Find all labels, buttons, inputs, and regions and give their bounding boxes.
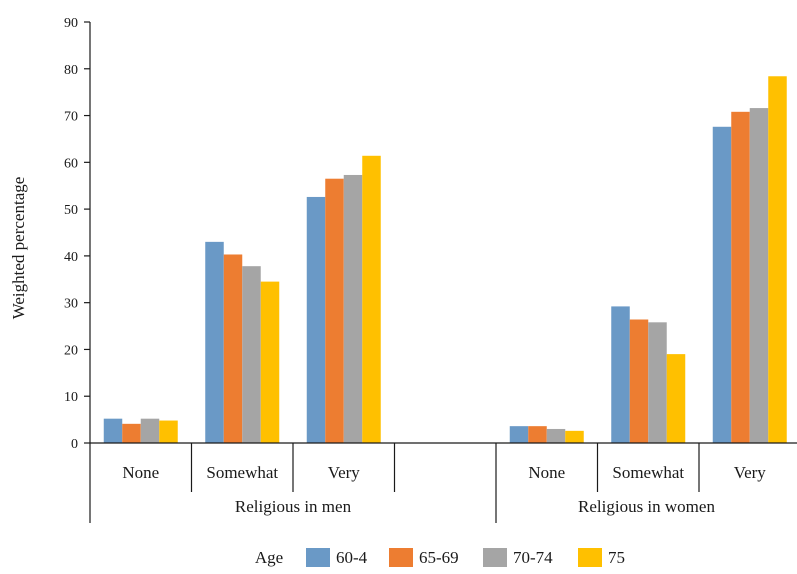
y-tick-label: 80 xyxy=(64,63,78,78)
legend-swatch xyxy=(578,548,602,567)
y-tick-label: 70 xyxy=(64,110,78,125)
y-axis: 0 10 20 30 40 50 60 70 80 90 xyxy=(64,16,91,452)
bar-70-74-very xyxy=(749,108,769,444)
legend-label: 60-4 xyxy=(336,548,368,567)
legend-label: 70-74 xyxy=(513,548,553,567)
bar-60-4-somewhat xyxy=(611,306,630,443)
x-group-label: Religious in women xyxy=(578,497,715,516)
bar-70-74-none xyxy=(546,428,566,443)
x-group-label: Religious in men xyxy=(235,497,352,516)
y-tick-label: 20 xyxy=(64,343,78,358)
y-tick-label: 10 xyxy=(64,390,78,405)
y-tick-label: 60 xyxy=(64,156,78,171)
y-axis-label: Weighted percentage xyxy=(9,177,28,320)
bar-65-69-somewhat xyxy=(629,319,649,443)
x-category-label: None xyxy=(528,463,565,482)
x-category-label: None xyxy=(122,463,159,482)
bar-75-none xyxy=(159,420,178,443)
y-tick-label: 30 xyxy=(64,297,78,312)
bar-65-69-none xyxy=(528,426,547,443)
bar-70-74-somewhat xyxy=(648,322,667,443)
bar-75-very xyxy=(362,155,381,444)
bar-65-69-very xyxy=(325,178,344,443)
x-category-label: Very xyxy=(734,463,767,482)
bar-70-74-somewhat xyxy=(242,266,261,443)
legend-title: Age xyxy=(255,548,283,567)
y-tick-label: 50 xyxy=(64,203,78,218)
bar-60-4-very xyxy=(712,126,732,443)
bar-60-4-somewhat xyxy=(205,241,224,443)
legend-label: 75 xyxy=(608,548,625,567)
legend-label: 65-69 xyxy=(419,548,459,567)
bars xyxy=(103,76,787,444)
y-tick-label: 0 xyxy=(71,437,78,452)
bar-65-69-somewhat xyxy=(223,254,243,443)
legend: Age 60-4 65-69 70-74 75 xyxy=(255,548,625,567)
bar-75-none xyxy=(565,430,584,443)
x-category-label: Somewhat xyxy=(612,463,684,482)
y-tick-label: 40 xyxy=(64,250,78,265)
x-category-label: Somewhat xyxy=(206,463,278,482)
bar-75-very xyxy=(768,76,787,444)
bar-75-somewhat xyxy=(666,354,686,443)
x-axis: None Somewhat Very None Somewhat Very Religiou… xyxy=(89,442,797,523)
legend-swatch xyxy=(306,548,330,567)
x-category-label: Very xyxy=(328,463,361,482)
bar-65-69-very xyxy=(731,111,750,444)
bar-60-4-none xyxy=(103,418,123,443)
legend-swatch xyxy=(389,548,413,567)
bar-70-74-very xyxy=(343,174,363,444)
bar-75-somewhat xyxy=(260,281,280,443)
bar-70-74-none xyxy=(140,418,160,443)
y-tick-label: 90 xyxy=(64,16,78,31)
bar-65-69-none xyxy=(122,423,141,443)
bar-60-4-very xyxy=(306,196,326,443)
legend-swatch xyxy=(483,548,507,567)
bar-60-4-none xyxy=(509,426,529,443)
